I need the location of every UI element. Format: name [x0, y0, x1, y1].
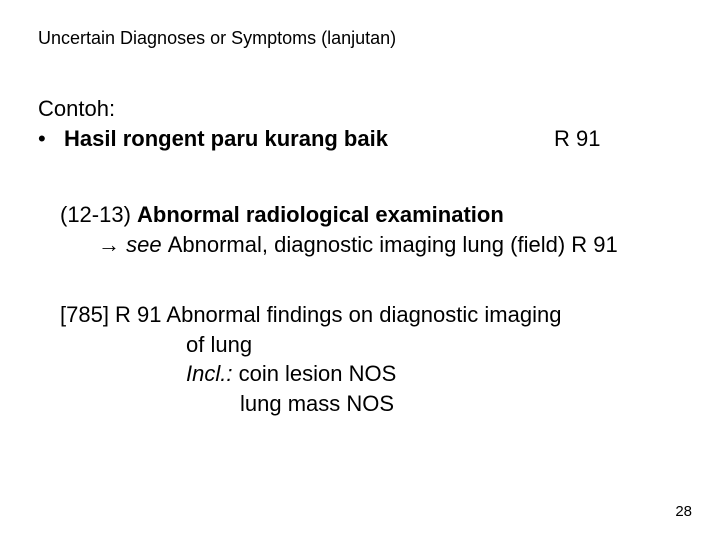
see-italic: see [126, 232, 168, 257]
incl-line1: Incl.: coin lesion NOS [60, 359, 690, 389]
reference-block: (12-13) Abnormal radiological examinatio… [60, 200, 690, 259]
detail-block: [785] R 91 Abnormal findings on diagnost… [60, 300, 690, 419]
ref-line1: (12-13) Abnormal radiological examinatio… [60, 200, 690, 230]
arrow-icon: → [98, 232, 126, 257]
bullet-code: R 91 [554, 126, 600, 152]
slide-title: Uncertain Diagnoses or Symptoms (lanjuta… [38, 28, 396, 49]
bullet-text: Hasil rongent paru kurang baik [64, 126, 388, 151]
page-number: 28 [675, 503, 692, 520]
incl-label: Incl.: [186, 361, 239, 386]
slide: Uncertain Diagnoses or Symptoms (lanjuta… [0, 0, 720, 540]
incl-item-1: coin lesion NOS [239, 361, 397, 386]
contoh-label: Contoh: [38, 96, 115, 122]
bullet-row: •Hasil rongent paru kurang baik R 91 [38, 126, 678, 152]
ref-rest: Abnormal, diagnostic imaging lung (field… [168, 232, 618, 257]
ref-line2: → see Abnormal, diagnostic imaging lung … [60, 230, 690, 260]
ref-bold: Abnormal radiological examination [137, 202, 504, 227]
detail-line2: of lung [60, 330, 690, 360]
bullet-dot: • [38, 126, 64, 152]
detail-line1: [785] R 91 Abnormal findings on diagnost… [60, 300, 690, 330]
incl-line2: lung mass NOS [60, 389, 690, 419]
ref-range: (12-13) [60, 202, 137, 227]
